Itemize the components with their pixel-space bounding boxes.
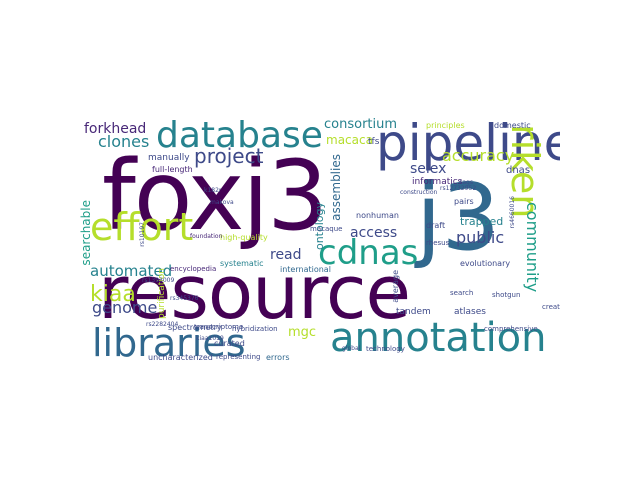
word-average: average — [391, 270, 400, 303]
word-kiaa1019: kiaa1019 — [196, 335, 224, 342]
word-resource: resource — [98, 250, 411, 336]
word-read: read — [270, 247, 302, 263]
word-global: global — [342, 345, 361, 352]
word-search: search — [450, 289, 474, 297]
word-macaca: macaca — [326, 133, 373, 147]
word-spectrometry: spectrometry — [168, 323, 222, 332]
word-kiaa: kiaa — [90, 282, 136, 307]
word-rs345376: rs345376 — [170, 295, 199, 302]
word-nonhuman: nonhuman — [356, 211, 399, 220]
word-high-quality: high-quality — [220, 233, 268, 242]
word-foundation: foundation — [190, 233, 223, 240]
word-cdnas: cdnas — [318, 233, 419, 273]
word-consortium: consortium — [324, 118, 398, 132]
word-rs12732952: rs12732952 — [440, 185, 477, 192]
word-cloud: foxj3 resource j3 pipeline database anno… — [80, 118, 560, 362]
word-community: community — [523, 202, 542, 293]
word-draft: draft — [426, 221, 446, 230]
word-shotgun: shotgun — [492, 291, 521, 299]
word-annotation: annotation — [330, 315, 547, 361]
word-accuracy: accuracy — [442, 146, 515, 165]
word-project: project — [194, 144, 264, 168]
word-representing: representing — [216, 353, 261, 361]
word-automated: automated — [90, 262, 173, 280]
word-comprehensive: comprehensive — [484, 325, 538, 333]
word-full-length: full-length — [152, 165, 193, 174]
word-encyclopedia: encyclopedia — [170, 265, 217, 273]
word-pipeline: pipeline — [376, 118, 560, 172]
word-dnas: dnas — [506, 165, 531, 176]
word-hybridization: hybridization — [232, 325, 278, 333]
word-searchable: searchable — [80, 200, 93, 266]
word-libraries: libraries — [92, 321, 246, 362]
word-pairs: pairs — [454, 197, 474, 206]
word-makova: makova — [210, 199, 234, 206]
word-tandem: tandem — [396, 307, 431, 317]
word-riken: riken — [503, 124, 547, 219]
word-rs1393009: rs1393009 — [142, 277, 175, 284]
word-principles: principles — [426, 121, 465, 130]
word-tfs: tfs — [368, 137, 380, 147]
word-informatics: informatics — [412, 177, 463, 187]
word-technology: technology — [366, 345, 405, 353]
word-errors: errors — [266, 353, 290, 362]
word-mgc: mgc — [288, 325, 317, 340]
word-domestic: domestic — [494, 121, 531, 130]
word-construction: construction — [400, 189, 438, 196]
word-international: international — [280, 265, 331, 274]
word-tags: tags — [460, 179, 473, 186]
word-public: public — [456, 228, 505, 247]
word-genome: genome — [92, 298, 158, 317]
word-selex: selex — [410, 161, 447, 177]
word-created: created — [542, 303, 560, 311]
word-trapped: trapped — [460, 215, 504, 228]
word-transcriptome: transcriptome — [194, 323, 244, 331]
word-database: database — [156, 118, 323, 156]
word-rs10197: rs10197 — [139, 222, 146, 247]
word-macaque: macaque — [310, 225, 343, 233]
word-assemblies: assemblies — [329, 154, 343, 221]
word-uncharacterized: uncharacterized — [148, 353, 213, 362]
word-j3: j3 — [416, 164, 501, 271]
word-manually: manually — [148, 153, 190, 163]
word-systematic: systematic — [220, 259, 264, 268]
word-rs4660016: rs4660016 — [509, 196, 516, 229]
word-curated: curated — [214, 339, 245, 348]
word-purification: purification — [157, 268, 167, 319]
word-evolutionary: evolutionary — [460, 259, 511, 268]
word-atlases: atlases — [454, 307, 486, 317]
word-clones: clones — [98, 132, 150, 151]
word-rhesus: rhesus — [426, 239, 450, 247]
word-rs2282404: rs2282404 — [146, 321, 179, 328]
word-access: access — [350, 225, 398, 241]
word-forkhead: forkhead — [84, 121, 147, 137]
word-effort: effort — [90, 205, 194, 249]
word-foxj3: foxj3 — [102, 140, 328, 252]
word-k182r: k182r — [204, 187, 222, 194]
